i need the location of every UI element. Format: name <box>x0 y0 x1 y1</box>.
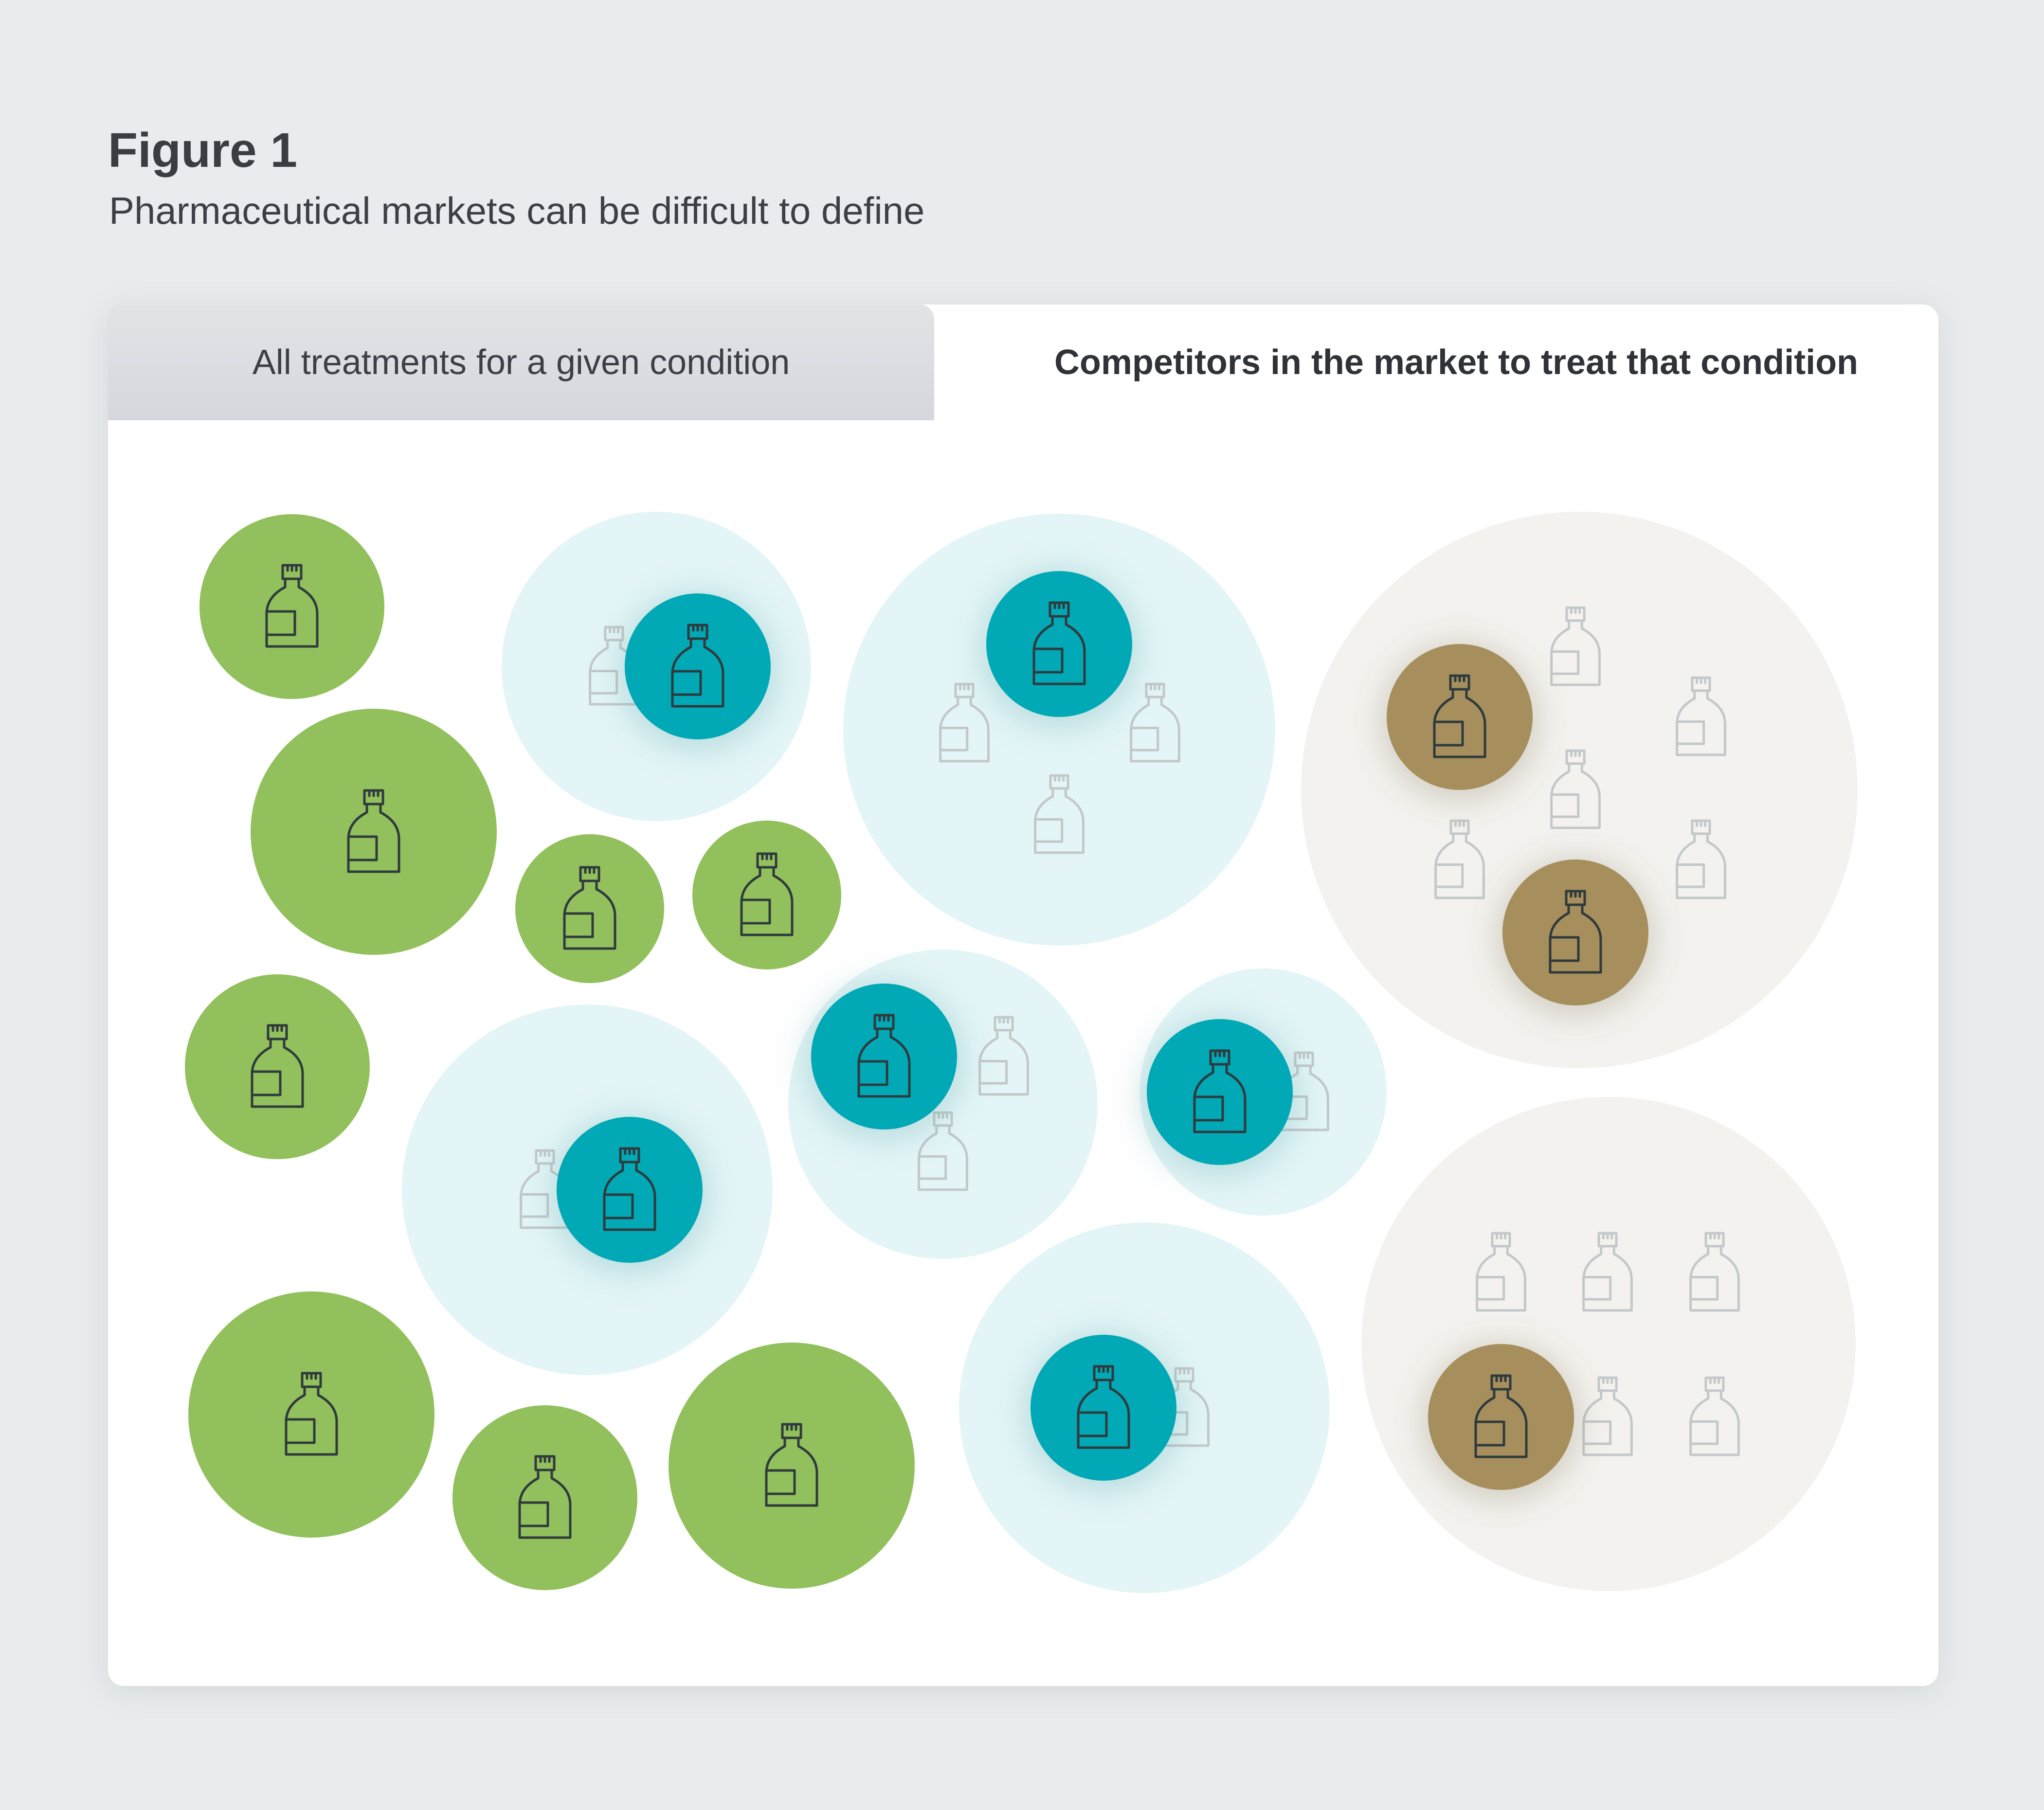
medicine-bottle-icon <box>1034 774 1085 854</box>
medicine-bottle-icon <box>1549 890 1602 974</box>
medicine-bottle-icon <box>857 1014 911 1098</box>
medicine-bottle-icon <box>1130 682 1180 763</box>
tab-all-treatments[interactable]: All treatments for a given condition <box>108 305 934 420</box>
treatment-circle-green <box>199 514 384 699</box>
treatment-circle-teal <box>1147 1019 1293 1165</box>
medicine-bottle-icon <box>939 682 990 763</box>
treatment-circle-green <box>669 1343 915 1589</box>
medicine-bottle-icon <box>251 1024 304 1108</box>
treatment-circle-teal <box>625 593 771 739</box>
medicine-bottle-icon <box>1582 1232 1633 1312</box>
medicine-bottle-icon <box>740 852 794 936</box>
medicine-bottle-icon <box>1550 749 1601 829</box>
treatment-circle-brown <box>1428 1344 1574 1490</box>
medicine-bottle-icon <box>285 1372 338 1456</box>
medicine-bottle-icon <box>518 1455 572 1539</box>
market-circle-beige <box>1361 1097 1856 1591</box>
medicine-bottle-icon <box>1476 1232 1526 1312</box>
treatment-circle-teal <box>986 571 1132 717</box>
medicine-bottle-icon <box>1676 819 1726 899</box>
market-circle-teal <box>843 514 1275 946</box>
treatment-circle-green <box>452 1405 637 1590</box>
treatment-circle-green <box>692 821 841 969</box>
medicine-bottle-icon <box>1433 674 1486 758</box>
medicine-bottle-icon <box>1474 1374 1528 1458</box>
medicine-bottle-icon <box>563 866 616 950</box>
medicine-bottle-icon <box>765 1423 818 1507</box>
figure-subtitle: Pharmaceutical markets can be difficult … <box>109 189 925 232</box>
tab-all-treatments-label: All treatments for a given condition <box>252 343 790 382</box>
treatment-circle-green <box>251 709 497 955</box>
treatment-circle-brown <box>1387 644 1533 790</box>
medicine-bottle-icon <box>347 789 400 873</box>
medicine-bottle-icon <box>265 564 319 648</box>
treatment-circle-brown <box>1502 860 1648 1005</box>
tab-competitors-label: Competitors in the market to treat that … <box>1054 343 1859 382</box>
medicine-bottle-icon <box>671 624 724 708</box>
treatment-circle-green <box>515 834 664 983</box>
treatment-circle-teal <box>811 984 957 1129</box>
medicine-bottle-icon <box>1689 1232 1740 1312</box>
medicine-bottle-icon <box>1193 1049 1247 1133</box>
treatment-circle-green <box>185 974 370 1159</box>
medicine-bottle-icon <box>1689 1376 1740 1456</box>
medicine-bottle-icon <box>1582 1376 1633 1456</box>
treatment-circle-green <box>188 1291 434 1538</box>
medicine-bottle-icon <box>1077 1365 1130 1449</box>
figure-title: Figure 1 <box>108 123 297 178</box>
treatment-circle-teal <box>557 1117 703 1263</box>
medicine-bottle-icon <box>1676 676 1726 756</box>
medicine-bottle-icon <box>1032 601 1086 685</box>
medicine-bottle-icon <box>603 1147 656 1231</box>
medicine-bottle-icon <box>1550 606 1601 686</box>
tab-competitors[interactable]: Competitors in the market to treat that … <box>974 305 1938 420</box>
treatment-circle-teal <box>1031 1335 1176 1481</box>
medicine-bottle-icon <box>978 1016 1029 1096</box>
medicine-bottle-icon <box>1434 819 1485 899</box>
